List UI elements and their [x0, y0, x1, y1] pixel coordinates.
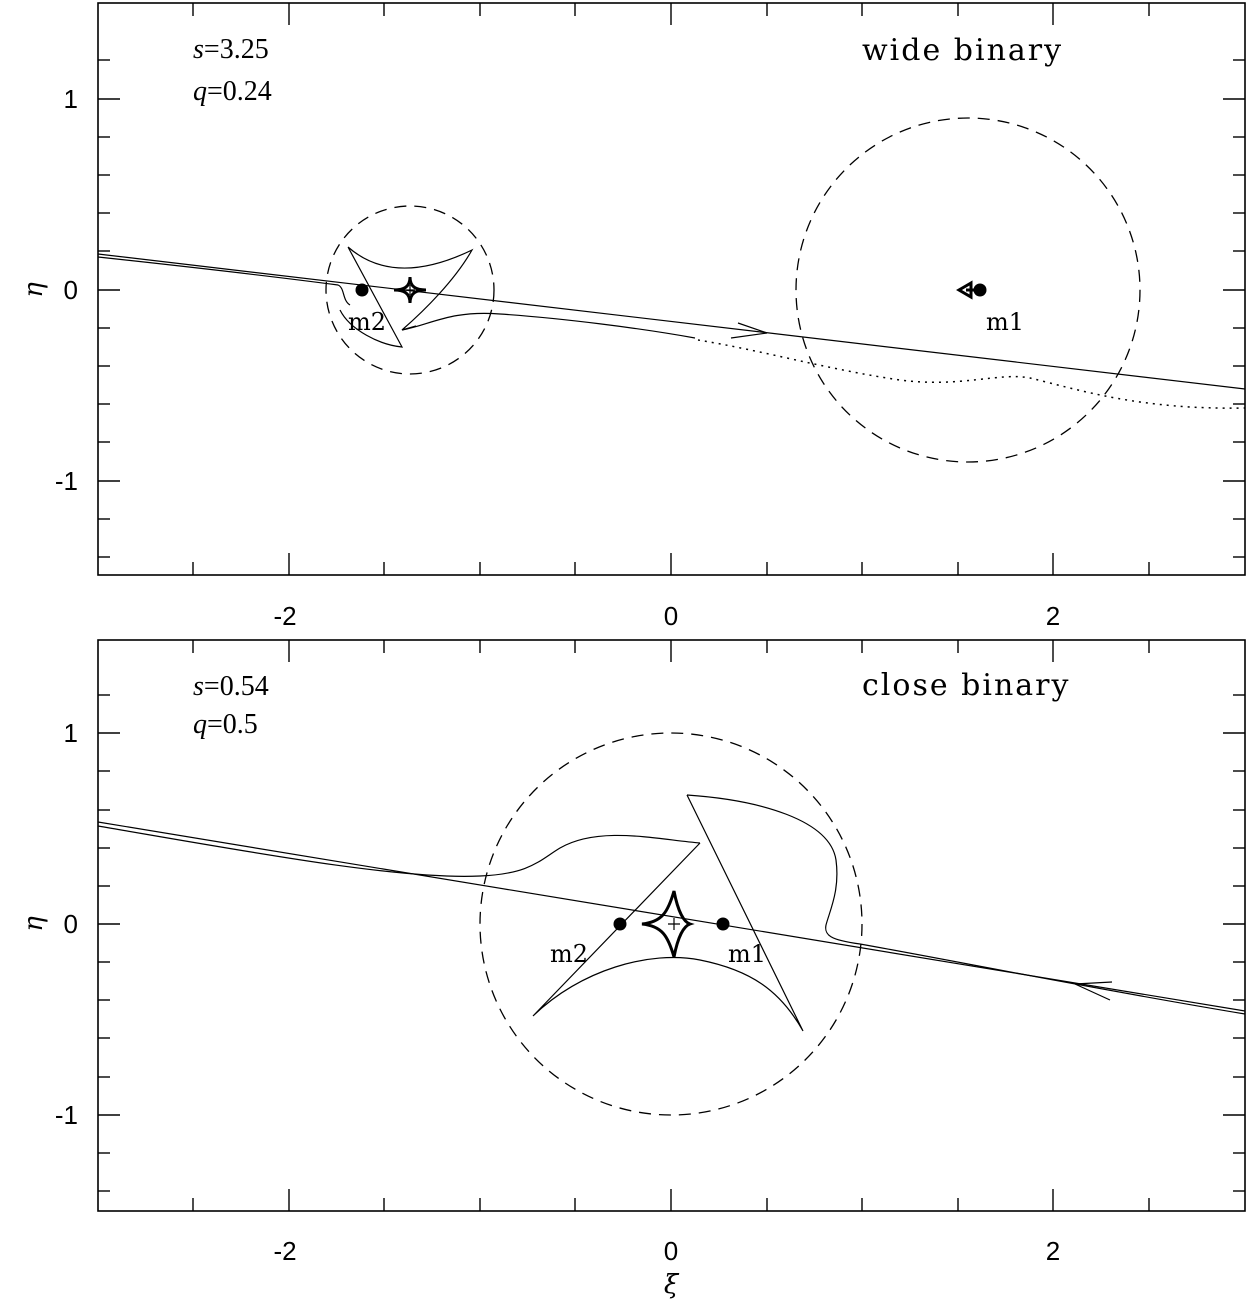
caustic-m1 — [956, 280, 975, 300]
x-ticks — [192, 3, 1150, 575]
einstein-ring-m2 — [325, 205, 495, 375]
x-tick-label: 2 — [1046, 1236, 1060, 1266]
x-tick-label: -2 — [273, 601, 296, 631]
y-tick-label: 1 — [64, 718, 78, 748]
caustic-center-mark — [668, 918, 680, 930]
y-axis-label: η — [19, 282, 49, 298]
x-tick-label: 0 — [664, 601, 678, 631]
y-tick-label: 0 — [64, 275, 78, 305]
y-axis-label: η — [19, 916, 49, 932]
param-s: s=0.54 — [193, 671, 269, 702]
lens-m1-marker — [973, 283, 987, 297]
param-q: q=0.5 — [193, 709, 258, 740]
param-s: s=3.25 — [193, 34, 269, 65]
critical-curve-m2 — [339, 246, 474, 348]
y-tick-label: 1 — [64, 84, 78, 114]
caustic-center-mark — [405, 285, 415, 295]
image-trajectory — [97, 256, 696, 339]
source-trajectory — [97, 253, 1246, 390]
y-tick-label: 0 — [64, 909, 78, 939]
central-caustic — [641, 890, 695, 958]
lens-m2-label: m2 — [348, 308, 386, 336]
lens-m1-label: m1 — [986, 308, 1024, 336]
caustic-m2 — [393, 276, 427, 304]
param-q: q=0.24 — [193, 76, 272, 107]
panel-wide-binary: -2 0 2 1 0 -1 η s=3.25 q=0.24 wide binar… — [19, 2, 1246, 631]
image-trajectory-dotted — [697, 339, 1246, 409]
x-tick-label: 2 — [1046, 601, 1060, 631]
lens-m2-marker — [355, 283, 369, 297]
critical-curve — [532, 794, 804, 1032]
panel-title: close binary — [862, 668, 1070, 703]
source-trajectory — [97, 821, 1246, 1012]
panel-title: wide binary — [862, 33, 1063, 68]
trajectory-arrow — [730, 322, 768, 339]
lens-m2-label: m2 — [550, 940, 588, 968]
y-ticks — [98, 59, 1245, 558]
x-axis-label: ξ — [664, 1270, 680, 1300]
y-ticks — [98, 694, 1245, 1192]
lens-m2-marker — [613, 917, 627, 931]
lens-m1-marker — [716, 917, 730, 931]
panel-close-binary: -2 0 2 1 0 -1 η ξ s=0.54 q=0.5 close bin… — [19, 639, 1246, 1300]
x-ticks — [192, 640, 1150, 1211]
x-tick-label: -2 — [273, 1236, 296, 1266]
einstein-ring — [479, 732, 863, 1116]
image-trajectory — [97, 794, 1246, 1015]
lens-m1-label: m1 — [728, 940, 766, 968]
x-tick-label: 0 — [664, 1236, 678, 1266]
einstein-ring-m1 — [795, 117, 1141, 463]
y-tick-label: -1 — [55, 466, 78, 496]
y-tick-label: -1 — [55, 1100, 78, 1130]
plot-frame — [97, 639, 1246, 1212]
